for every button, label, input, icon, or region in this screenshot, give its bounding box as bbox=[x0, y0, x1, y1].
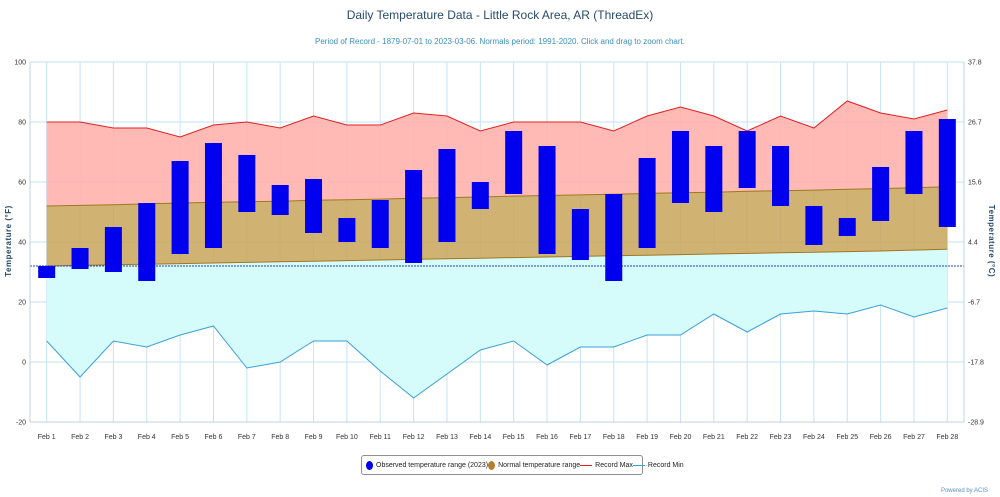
y-tick-label-left: -20 bbox=[16, 420, 26, 427]
observed-range-bar[interactable] bbox=[71, 248, 89, 269]
observed-range-bar[interactable] bbox=[605, 194, 623, 281]
y-tick-label-left: 60 bbox=[18, 180, 26, 187]
observed-bars bbox=[38, 119, 956, 281]
x-tick-label: Feb 9 bbox=[305, 434, 323, 441]
observed-range-bar[interactable] bbox=[338, 218, 356, 242]
observed-range-bar[interactable] bbox=[471, 182, 489, 209]
x-tick-label: Feb 11 bbox=[370, 434, 391, 441]
x-tick-label: Feb 12 bbox=[403, 434, 425, 441]
observed-range-bar[interactable] bbox=[271, 185, 289, 215]
y-tick-label-right: 37.8 bbox=[968, 60, 982, 67]
observed-range-bar[interactable] bbox=[805, 206, 823, 245]
y-tick-label-left: 0 bbox=[22, 360, 26, 367]
y-axis-title-right: Temperature (°C) bbox=[987, 205, 996, 277]
observed-range-bar[interactable] bbox=[238, 155, 256, 212]
y-tick-label-right: -17.8 bbox=[968, 360, 984, 367]
observed-range-bar[interactable] bbox=[505, 131, 523, 194]
x-tick-label: Feb 16 bbox=[536, 434, 558, 441]
x-tick-label: Feb 26 bbox=[870, 434, 892, 441]
legend-observed-label: Observed temperature range (2023) bbox=[376, 461, 489, 469]
x-tick-label: Feb 7 bbox=[238, 434, 256, 441]
y-tick-label-right: 15.6 bbox=[968, 180, 982, 187]
y-tick-label-left: 40 bbox=[18, 240, 26, 247]
x-tick-label: Feb 4 bbox=[138, 434, 156, 441]
observed-range-bar[interactable] bbox=[138, 203, 156, 281]
x-tick-label: Feb 27 bbox=[903, 434, 925, 441]
record-max-line bbox=[46, 100, 948, 138]
y-tick-label-right: -6.7 bbox=[968, 300, 980, 307]
normal-legend-icon bbox=[488, 460, 496, 470]
x-tick-label: Feb 10 bbox=[336, 434, 358, 441]
legend: Observed temperature range (2023) Normal… bbox=[361, 455, 684, 475]
y-tick-label-left: 80 bbox=[18, 120, 26, 127]
record-min-line bbox=[46, 304, 948, 399]
y-tick-label-left: 20 bbox=[18, 300, 26, 307]
powered-by-credit[interactable]: Powered by ACIS bbox=[940, 488, 988, 494]
observed-range-bar[interactable] bbox=[772, 146, 790, 206]
x-tick-label: Feb 1 bbox=[38, 434, 56, 441]
x-tick-label: Feb 24 bbox=[803, 434, 825, 441]
x-tick-label: Feb 25 bbox=[836, 434, 858, 441]
observed-range-bar[interactable] bbox=[905, 131, 923, 194]
legend-record-min[interactable]: Record Min bbox=[632, 461, 684, 469]
observed-range-bar[interactable] bbox=[371, 200, 389, 248]
normal-low-line bbox=[46, 248, 948, 267]
y-tick-label-right: -28.9 bbox=[968, 420, 984, 427]
record-lines bbox=[30, 100, 964, 399]
legend-normal-label: Normal temperature range bbox=[498, 461, 581, 469]
observed-range-bar[interactable] bbox=[872, 167, 890, 221]
x-tick-label: Feb 15 bbox=[503, 434, 525, 441]
x-tick-label: Feb 20 bbox=[670, 434, 692, 441]
axes: -20 -28.9 0 -17.8 20 -6.7 40 4.4 60 15.6 80 26.7 100… bbox=[14, 60, 984, 442]
observed-range-bar[interactable] bbox=[305, 179, 323, 233]
observed-range-bar[interactable] bbox=[438, 149, 456, 242]
observed-range-bar[interactable] bbox=[638, 158, 656, 248]
x-tick-label: Feb 22 bbox=[736, 434, 758, 441]
observed-range-bar[interactable] bbox=[705, 146, 723, 212]
legend-record-max-label: Record Max bbox=[595, 461, 633, 469]
observed-legend-icon bbox=[366, 460, 373, 470]
observed-range-bar[interactable] bbox=[671, 131, 689, 203]
observed-range-bar[interactable] bbox=[538, 146, 556, 254]
observed-range-bar[interactable] bbox=[738, 131, 756, 188]
chart-subtitle: Period of Record - 1879-07-01 to 2023-03… bbox=[315, 37, 685, 46]
x-tick-label: Feb 13 bbox=[436, 434, 458, 441]
y-tick-label-left: 100 bbox=[14, 60, 26, 67]
legend-record-max[interactable]: Record Max bbox=[580, 462, 633, 469]
observed-range-bar[interactable] bbox=[938, 119, 956, 227]
x-tick-label: Feb 8 bbox=[271, 434, 289, 441]
record-max-legend-icon bbox=[580, 464, 593, 466]
chart-title: Daily Temperature Data - Little Rock Are… bbox=[346, 8, 654, 22]
x-tick-label: Feb 19 bbox=[636, 434, 658, 441]
legend-record-min-label: Record Min bbox=[647, 461, 684, 469]
y-tick-label-right: 26.7 bbox=[968, 120, 982, 127]
x-tick-label: Feb 5 bbox=[171, 434, 189, 441]
x-tick-label: Feb 21 bbox=[703, 434, 725, 441]
x-tick-label: Feb 17 bbox=[569, 434, 591, 441]
observed-range-bar[interactable] bbox=[204, 143, 222, 248]
x-tick-label: Feb 2 bbox=[71, 434, 89, 441]
y-axis-title-left: Temperature (°F) bbox=[4, 205, 13, 277]
x-tick-label: Feb 14 bbox=[469, 434, 491, 441]
legend-normal[interactable]: Normal temperature range bbox=[488, 460, 581, 470]
observed-range-bar[interactable] bbox=[104, 227, 122, 272]
x-tick-label: Feb 3 bbox=[104, 434, 122, 441]
observed-range-bar[interactable] bbox=[838, 218, 856, 236]
observed-range-bar[interactable] bbox=[405, 170, 423, 263]
x-tick-label: Feb 28 bbox=[936, 434, 958, 441]
legend-observed[interactable]: Observed temperature range (2023) bbox=[366, 460, 489, 470]
record-min-legend-icon bbox=[632, 464, 645, 466]
y-tick-label-right: 4.4 bbox=[968, 240, 978, 247]
x-tick-label: Feb 6 bbox=[205, 434, 223, 441]
observed-range-bar[interactable] bbox=[571, 209, 589, 260]
record-min-area bbox=[46, 249, 948, 398]
observed-range-bar[interactable] bbox=[38, 266, 56, 278]
observed-range-bar[interactable] bbox=[171, 161, 189, 254]
x-tick-label: Feb 23 bbox=[770, 434, 792, 441]
normal-high-line bbox=[46, 186, 948, 207]
x-tick-label: Feb 18 bbox=[603, 434, 625, 441]
